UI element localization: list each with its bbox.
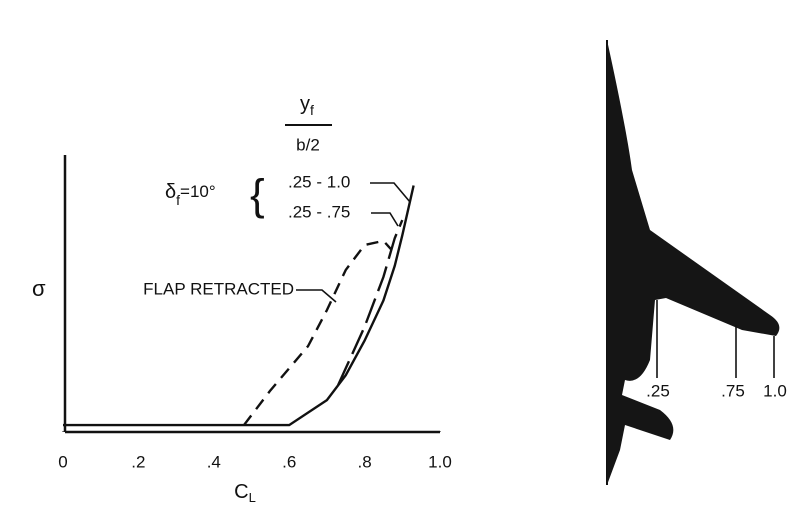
curve-annotation: .25 - .75 (288, 202, 350, 221)
curve (243, 239, 392, 426)
x-tick-label: .8 (358, 452, 372, 471)
station-label: .75 (721, 381, 745, 400)
station-label: 1.0 (763, 381, 787, 400)
brace: { (250, 171, 265, 220)
x-axis-label: CL (234, 481, 256, 505)
leader-line (371, 212, 399, 227)
x-tick-label: .4 (207, 452, 221, 471)
chart: σ CL yf b/2 δf=10° { 0.2.4.6.8 1.0.25 - 1… (32, 93, 452, 505)
deflection-value: =10° (180, 182, 216, 201)
x-axis-label-sub: L (249, 490, 256, 505)
x-tick-label: 1.0 (428, 452, 452, 471)
aircraft-silhouette (607, 40, 780, 485)
deflection-label: δf=10° (165, 181, 216, 207)
x-tick-label: .2 (131, 452, 145, 471)
leader-line (370, 182, 411, 203)
curve-annotation: FLAP RETRACTED (143, 279, 294, 298)
x-tick-label: .6 (282, 452, 296, 471)
planform: .25 .75 1.0 (606, 40, 787, 485)
x-tick-label: 0 (58, 452, 67, 471)
legend-title-numerator: yf (300, 93, 314, 117)
curve (63, 185, 415, 427)
deflection-sub: f (176, 192, 180, 208)
deflection-symbol: δ (165, 181, 176, 203)
numerator-sub: f (310, 102, 314, 118)
station-label: .25 (646, 381, 670, 400)
numerator-base: y (300, 93, 310, 115)
x-axis-label-base: C (234, 481, 248, 503)
legend-title-denominator: b/2 (296, 135, 320, 154)
curve (337, 219, 404, 386)
y-axis-label: σ (32, 276, 46, 301)
leader-line (296, 289, 337, 303)
curve-annotation: .25 - 1.0 (288, 172, 350, 191)
